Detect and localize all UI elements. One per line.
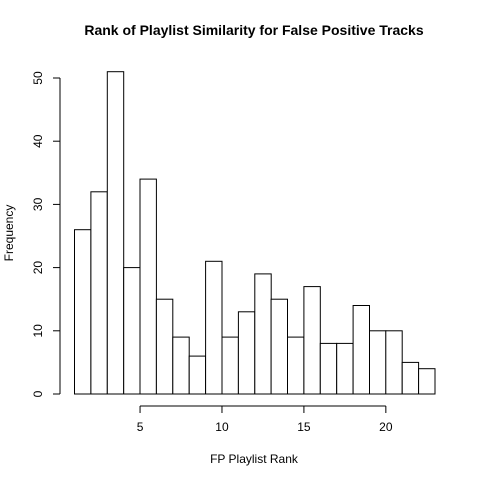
x-tick-label: 20 [379,420,393,434]
histogram-bar-8 [188,355,207,395]
y-tick-label: 0 [31,390,45,397]
histogram-bar-17 [336,342,354,395]
bars-group [74,71,436,395]
histogram-bar-3 [106,71,125,395]
y-tick-label: 20 [31,261,45,275]
y-tick-label: 30 [31,197,45,211]
histogram-bar-13 [270,298,289,395]
x-tick-label: 15 [297,420,311,434]
y-tick-label: 10 [31,324,45,338]
y-tick-label: 50 [31,71,45,85]
histogram-bar-18 [352,305,371,395]
histogram-bar-16 [319,342,338,395]
histogram-bar-10 [221,336,239,395]
histogram-bar-21 [401,361,420,395]
chart-title: Rank of Playlist Similarity for False Po… [84,22,423,38]
histogram-bar-4 [123,267,141,395]
histogram-bar-5 [139,178,157,395]
histogram-bar-22 [418,368,436,395]
histogram-bar-20 [385,330,403,395]
y-axis: 0 10 20 30 40 50 [31,71,61,397]
histogram-bar-19 [369,330,387,395]
histogram-bar-6 [155,298,174,395]
histogram-bar-15 [303,286,321,395]
x-axis: 5 10 15 20 [137,405,393,434]
histogram-bar-11 [237,311,256,395]
histogram-bar-9 [205,260,223,395]
y-axis-label: Frequency [2,205,16,262]
histogram-bar-12 [254,273,272,395]
y-tick-label: 40 [31,134,45,148]
histogram-bar-14 [287,336,305,395]
histogram-bar-7 [172,336,190,395]
x-tick-label: 10 [215,420,229,434]
histogram-bar-1 [74,229,92,395]
x-axis-label: FP Playlist Rank [210,452,299,466]
histogram-bar-2 [90,191,108,395]
x-tick-label: 5 [137,420,144,434]
